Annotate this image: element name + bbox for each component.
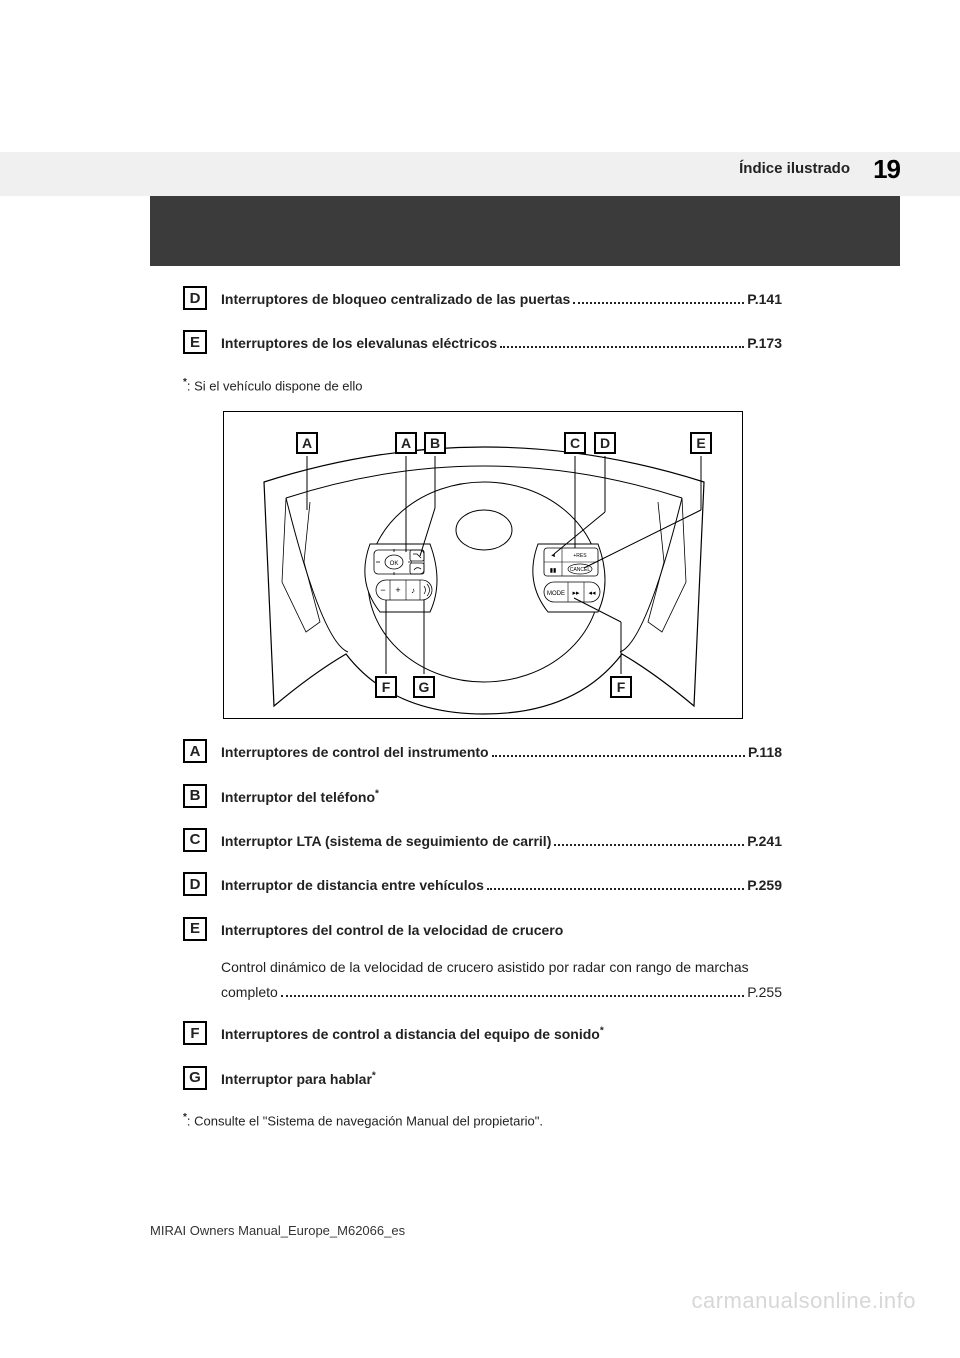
list-item: E Interruptores del control de la veloci… xyxy=(183,919,782,941)
svg-text:▸▸: ▸▸ xyxy=(572,590,580,597)
item-label: Interruptores de control a distancia del… xyxy=(221,1026,600,1042)
sub-label: completo xyxy=(221,980,278,1005)
svg-text:◂◂: ◂◂ xyxy=(588,590,596,597)
list-item: G Interruptor para hablar* xyxy=(183,1068,782,1090)
letter-box: D xyxy=(183,872,207,896)
callout-box: F xyxy=(610,676,632,698)
callout-box: G xyxy=(413,676,435,698)
item-page: P.118 xyxy=(748,741,782,763)
sub-page: P.255 xyxy=(747,980,782,1005)
item-page: P.259 xyxy=(747,874,782,896)
letter-box: D xyxy=(183,286,207,310)
item-label: Interruptor para hablar xyxy=(221,1071,372,1087)
item-text: Interruptor de distancia entre vehículos… xyxy=(221,874,782,896)
dot-leader xyxy=(281,995,744,997)
section-title: Índice ilustrado xyxy=(739,160,850,177)
item-page: P.173 xyxy=(747,332,782,354)
item-page: P.241 xyxy=(747,830,782,852)
sub-line2: completo P.255 xyxy=(221,980,782,1005)
svg-text:◄: ◄ xyxy=(550,553,556,559)
callout-box: F xyxy=(375,676,397,698)
content-area: D Interruptores de bloqueo centralizado … xyxy=(183,288,782,1147)
item-text: Interruptores de control a distancia del… xyxy=(221,1023,782,1045)
item-label: Interruptores de bloqueo centralizado de… xyxy=(221,288,570,310)
item-text: Interruptor LTA (sistema de seguimiento … xyxy=(221,830,782,852)
callout-box: C xyxy=(564,432,586,454)
manual-page: Índice ilustrado 19 D Interruptores de b… xyxy=(0,0,960,1358)
item-label: Interruptor LTA (sistema de seguimiento … xyxy=(221,830,551,852)
callout-box: B xyxy=(424,432,446,454)
callout-box: D xyxy=(594,432,616,454)
svg-text:+: + xyxy=(395,585,400,595)
letter-box: C xyxy=(183,828,207,852)
footnote: *: Si el vehículo dispone de ello xyxy=(183,377,782,393)
steering-wheel-diagram: OK − + ♪ ◄ +RES xyxy=(223,411,743,719)
asterisk-icon: * xyxy=(600,1026,604,1037)
item-label: Interruptor de distancia entre vehículos xyxy=(221,874,484,896)
list-item: D Interruptores de bloqueo centralizado … xyxy=(183,288,782,310)
letter-box: E xyxy=(183,917,207,941)
item-text: Interruptor para hablar* xyxy=(221,1068,782,1090)
sub-line1: Control dinámico de la velocidad de cruc… xyxy=(221,955,782,980)
letter-box: A xyxy=(183,739,207,763)
item-text: Interruptores de los elevalunas eléctric… xyxy=(221,332,782,354)
asterisk-icon: * xyxy=(375,788,379,799)
list-item: B Interruptor del teléfono* xyxy=(183,786,782,808)
item-text: Interruptor del teléfono* xyxy=(221,786,782,808)
dot-leader xyxy=(573,302,744,304)
dot-leader xyxy=(500,346,744,348)
item-label: Interruptores de los elevalunas eléctric… xyxy=(221,332,497,354)
item-text: Interruptores de bloqueo centralizado de… xyxy=(221,288,782,310)
dot-leader xyxy=(554,844,744,846)
item-text: Interruptores del control de la velocida… xyxy=(221,919,782,941)
item-label: Interruptor del teléfono xyxy=(221,789,375,805)
letter-box: G xyxy=(183,1066,207,1090)
letter-box: F xyxy=(183,1021,207,1045)
svg-text:−: − xyxy=(380,585,385,595)
svg-text:♪: ♪ xyxy=(411,586,415,595)
footnote-text: : Consulte el "Sistema de navegación Man… xyxy=(187,1114,543,1129)
dot-leader xyxy=(487,888,744,890)
svg-text:+RES: +RES xyxy=(573,553,587,559)
svg-text:▮▮: ▮▮ xyxy=(550,568,557,574)
list-item: D Interruptor de distancia entre vehícul… xyxy=(183,874,782,896)
list-item: F Interruptores de control a distancia d… xyxy=(183,1023,782,1045)
footnote: *: Consulte el "Sistema de navegación Ma… xyxy=(183,1112,782,1128)
list-item: A Interruptores de control del instrumen… xyxy=(183,741,782,763)
dark-band xyxy=(150,196,900,266)
item-label: Interruptores de control del instrumento xyxy=(221,741,489,763)
list-item: E Interruptores de los elevalunas eléctr… xyxy=(183,332,782,354)
footnote-text: : Si el vehículo dispone de ello xyxy=(187,378,363,393)
list-item: C Interruptor LTA (sistema de seguimient… xyxy=(183,830,782,852)
watermark: carmanualsonline.info xyxy=(691,1288,916,1314)
sub-item: Control dinámico de la velocidad de cruc… xyxy=(221,955,782,1005)
publication-footer: MIRAI Owners Manual_Europe_M62066_es xyxy=(150,1223,405,1238)
letter-box: B xyxy=(183,784,207,808)
asterisk-icon: * xyxy=(372,1070,376,1081)
item-label: Interruptores del control de la velocida… xyxy=(221,922,563,938)
item-text: Interruptores de control del instrumento… xyxy=(221,741,782,763)
letter-box: E xyxy=(183,330,207,354)
wheel-svg: OK − + ♪ ◄ +RES xyxy=(224,412,744,720)
svg-text:CANCEL: CANCEL xyxy=(570,567,591,573)
callout-box: A xyxy=(296,432,318,454)
svg-text:OK: OK xyxy=(390,561,399,567)
item-page: P.141 xyxy=(747,288,782,310)
svg-text:MODE: MODE xyxy=(547,591,565,597)
callout-box: A xyxy=(395,432,417,454)
page-number: 19 xyxy=(873,154,900,185)
callout-box: E xyxy=(690,432,712,454)
dot-leader xyxy=(492,755,745,757)
